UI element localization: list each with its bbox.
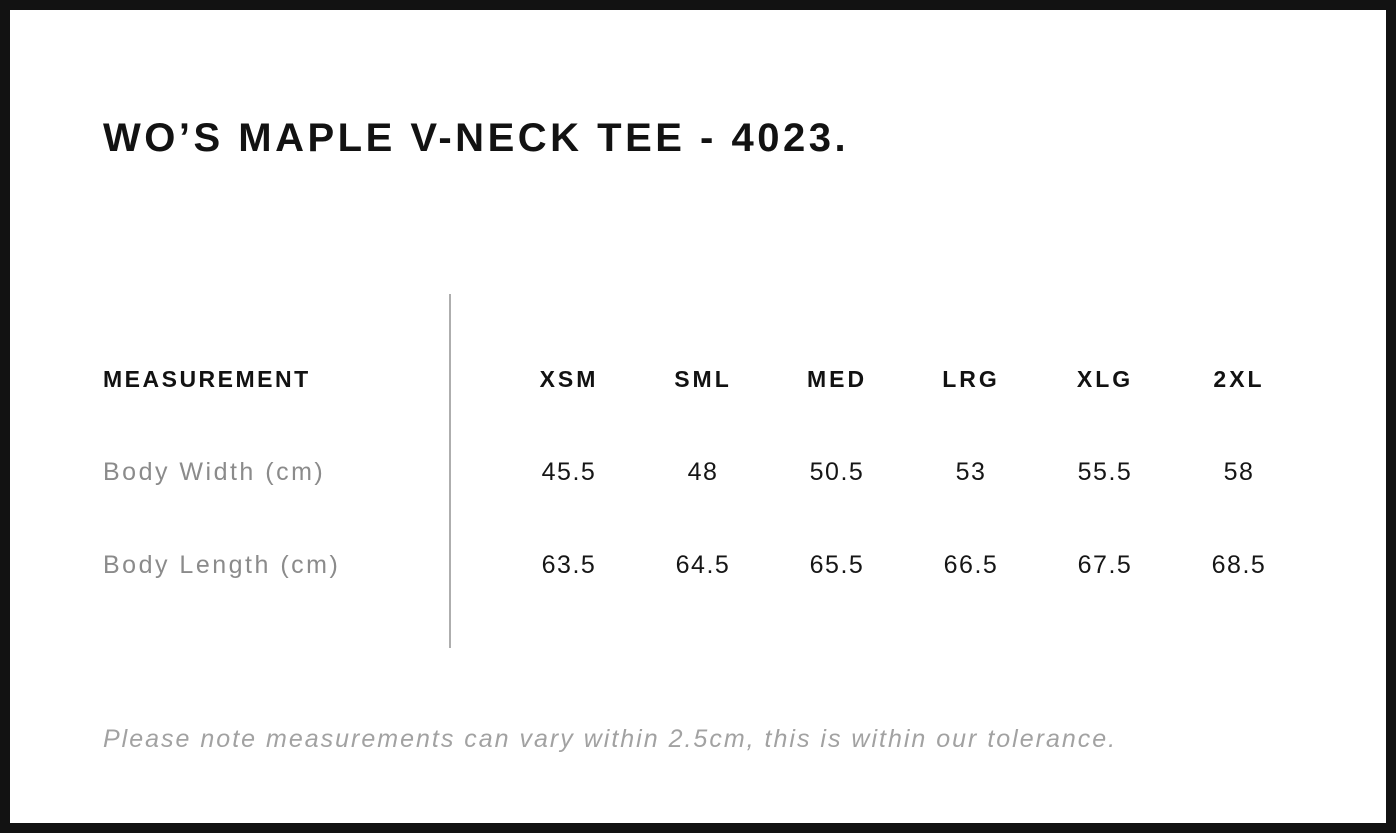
size-value: 65.5	[809, 551, 865, 579]
row-values-group: 45.5 48 50.5 53 55.5 58	[502, 458, 1306, 487]
size-value: 55.5	[1077, 458, 1133, 486]
tolerance-note: Please note measurements can vary within…	[103, 725, 1118, 753]
size-value: 68.5	[1211, 551, 1267, 579]
size-value: 48	[687, 458, 719, 486]
size-value: 58	[1223, 458, 1255, 486]
column-divider	[449, 294, 451, 648]
size-value: 64.5	[675, 551, 731, 579]
size-value: 53	[955, 458, 987, 486]
row-label: Body Length (cm)	[103, 551, 341, 579]
size-column-header-med: MED	[806, 366, 868, 392]
size-column-header-sml: SML	[674, 366, 732, 392]
row-label: Body Width (cm)	[103, 458, 326, 486]
table-row-body-length: Body Length (cm) 63.5 64.5 65.5 66.5 67.…	[103, 519, 1306, 612]
size-value: 50.5	[809, 458, 865, 486]
size-column-header-2xl: 2XL	[1213, 366, 1265, 392]
size-header-group: XSM SML MED LRG XLG 2XL	[502, 366, 1306, 393]
table-row-body-width: Body Width (cm) 45.5 48 50.5 53 55.5 58	[103, 426, 1306, 519]
table-header-row: MEASUREMENT XSM SML MED LRG XLG 2XL	[103, 333, 1306, 426]
size-column-header-lrg: LRG	[942, 366, 1000, 392]
size-table: MEASUREMENT XSM SML MED LRG XLG 2XL Body…	[103, 333, 1306, 612]
measurement-column-header: MEASUREMENT	[103, 366, 311, 392]
product-title: WO’S MAPLE V-NECK TEE - 4023.	[103, 116, 850, 160]
size-column-header-xlg: XLG	[1076, 366, 1134, 392]
size-value: 45.5	[541, 458, 597, 486]
size-value: 67.5	[1077, 551, 1133, 579]
size-value: 66.5	[943, 551, 999, 579]
size-value: 63.5	[541, 551, 597, 579]
row-values-group: 63.5 64.5 65.5 66.5 67.5 68.5	[502, 551, 1306, 580]
size-column-header-xsm: XSM	[539, 366, 599, 392]
